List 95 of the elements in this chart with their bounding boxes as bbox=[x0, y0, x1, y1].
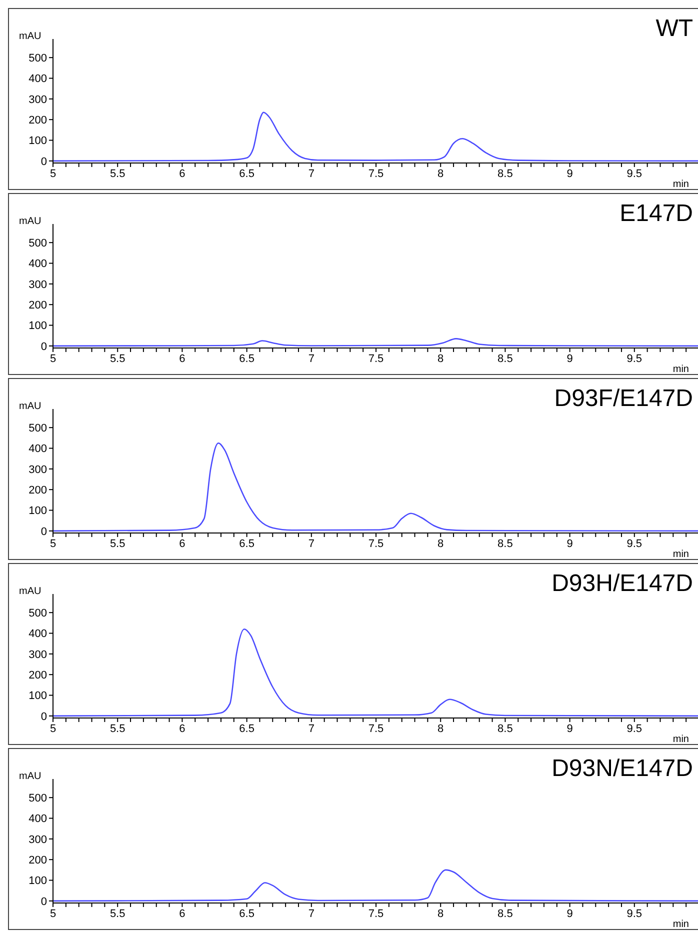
x-tick-label: 7.5 bbox=[368, 722, 384, 735]
x-tick-label: 6 bbox=[179, 908, 186, 920]
x-tick-label: 8.5 bbox=[498, 352, 513, 365]
x-tick-label: 6.5 bbox=[239, 168, 254, 180]
y-axis-title: mAU bbox=[19, 771, 42, 782]
x-tick-label: 6 bbox=[179, 168, 186, 180]
y-tick-label: 200 bbox=[28, 484, 47, 497]
y-tick-label: 0 bbox=[40, 340, 47, 353]
x-tick-label: 9.5 bbox=[626, 722, 642, 735]
x-tick-label: 8.5 bbox=[498, 168, 513, 180]
x-tick-label: 6 bbox=[179, 722, 186, 735]
x-axis-title: min bbox=[672, 919, 689, 930]
x-tick-label: 5.5 bbox=[110, 538, 126, 550]
x-tick-label: 7 bbox=[308, 538, 314, 550]
y-tick-label: 0 bbox=[40, 896, 47, 908]
x-tick-label: 7 bbox=[308, 722, 314, 735]
y-tick-label: 500 bbox=[28, 608, 47, 620]
x-tick-label: 7.5 bbox=[368, 908, 384, 920]
chart-title: D93F/E147D bbox=[554, 385, 693, 413]
x-tick-label: 8.5 bbox=[498, 538, 513, 550]
x-tick-label: 5.5 bbox=[110, 908, 126, 920]
y-tick-label: 100 bbox=[28, 505, 47, 518]
x-tick-label: 5 bbox=[50, 722, 56, 735]
x-tick-label: 9 bbox=[566, 722, 573, 735]
x-tick-label: 9 bbox=[566, 352, 573, 365]
x-tick-label: 7 bbox=[308, 352, 314, 365]
y-tick-label: 200 bbox=[28, 114, 47, 127]
y-tick-label: 300 bbox=[28, 278, 47, 291]
x-tick-label: 7.5 bbox=[368, 168, 384, 180]
y-tick-label: 400 bbox=[28, 813, 47, 826]
y-tick-label: 200 bbox=[28, 300, 47, 312]
y-tick-label: 100 bbox=[28, 690, 47, 702]
x-tick-label: 8 bbox=[438, 538, 444, 550]
y-axis-title: mAU bbox=[19, 401, 42, 412]
x-tick-label: 9.5 bbox=[626, 168, 642, 180]
x-tick-label: 6.5 bbox=[239, 538, 254, 550]
x-tick-label: 8 bbox=[438, 352, 444, 365]
y-tick-label: 200 bbox=[28, 854, 47, 867]
x-tick-label: 7.5 bbox=[368, 352, 384, 365]
x-tick-label: 5.5 bbox=[110, 722, 126, 735]
x-tick-label: 9 bbox=[566, 168, 573, 180]
x-axis-title: min bbox=[672, 364, 689, 375]
x-tick-label: 5 bbox=[50, 168, 56, 180]
y-tick-label: 100 bbox=[28, 320, 47, 332]
y-tick-label: 500 bbox=[28, 792, 47, 805]
y-tick-label: 400 bbox=[28, 628, 47, 640]
x-tick-label: 9.5 bbox=[626, 538, 642, 550]
x-tick-label: 5 bbox=[50, 538, 56, 550]
x-tick-label: 6.5 bbox=[239, 352, 254, 365]
y-tick-label: 500 bbox=[28, 52, 47, 65]
y-tick-label: 100 bbox=[28, 875, 47, 888]
x-tick-label: 6 bbox=[179, 352, 186, 365]
y-tick-label: 300 bbox=[28, 648, 47, 661]
y-tick-label: 100 bbox=[28, 135, 47, 148]
x-tick-label: 9 bbox=[566, 538, 573, 550]
chart-title: D93N/E147D bbox=[552, 755, 693, 783]
x-tick-label: 8 bbox=[438, 908, 444, 920]
y-tick-label: 400 bbox=[28, 73, 47, 86]
y-tick-label: 0 bbox=[40, 710, 47, 723]
x-tick-label: 8 bbox=[438, 168, 444, 180]
chart-title: E147D bbox=[620, 200, 693, 228]
chart-title: WT bbox=[656, 15, 693, 43]
x-tick-label: 6 bbox=[179, 538, 186, 550]
chart-title: D93H/E147D bbox=[552, 570, 693, 598]
y-axis-title: mAU bbox=[19, 31, 42, 42]
y-tick-label: 400 bbox=[28, 258, 47, 270]
x-tick-label: 5 bbox=[50, 908, 56, 920]
x-tick-label: 8.5 bbox=[498, 908, 513, 920]
x-tick-label: 9.5 bbox=[626, 908, 642, 920]
y-tick-label: 0 bbox=[40, 526, 47, 538]
y-tick-label: 500 bbox=[28, 238, 47, 250]
x-tick-label: 7 bbox=[308, 908, 314, 920]
y-axis-title: mAU bbox=[19, 216, 42, 227]
x-tick-label: 5.5 bbox=[110, 352, 126, 365]
x-tick-label: 9.5 bbox=[626, 352, 642, 365]
x-tick-label: 6.5 bbox=[239, 908, 254, 920]
y-tick-label: 0 bbox=[40, 156, 47, 168]
y-tick-label: 500 bbox=[28, 422, 47, 435]
y-axis-title: mAU bbox=[19, 586, 42, 597]
x-tick-label: 6.5 bbox=[239, 722, 254, 735]
x-axis-title: min bbox=[672, 734, 689, 745]
x-tick-label: 8 bbox=[438, 722, 444, 735]
x-axis-title: min bbox=[672, 549, 689, 560]
x-tick-label: 7.5 bbox=[368, 538, 384, 550]
x-tick-label: 9 bbox=[566, 908, 573, 920]
y-tick-label: 400 bbox=[28, 443, 47, 456]
x-axis-title: min bbox=[672, 179, 689, 190]
x-tick-label: 7 bbox=[308, 168, 314, 180]
y-tick-label: 300 bbox=[28, 464, 47, 476]
x-tick-label: 5 bbox=[50, 352, 56, 365]
y-tick-label: 300 bbox=[28, 94, 47, 106]
y-tick-label: 200 bbox=[28, 670, 47, 682]
x-tick-label: 8.5 bbox=[498, 722, 513, 735]
x-tick-label: 5.5 bbox=[110, 168, 126, 180]
y-tick-label: 300 bbox=[28, 834, 47, 846]
